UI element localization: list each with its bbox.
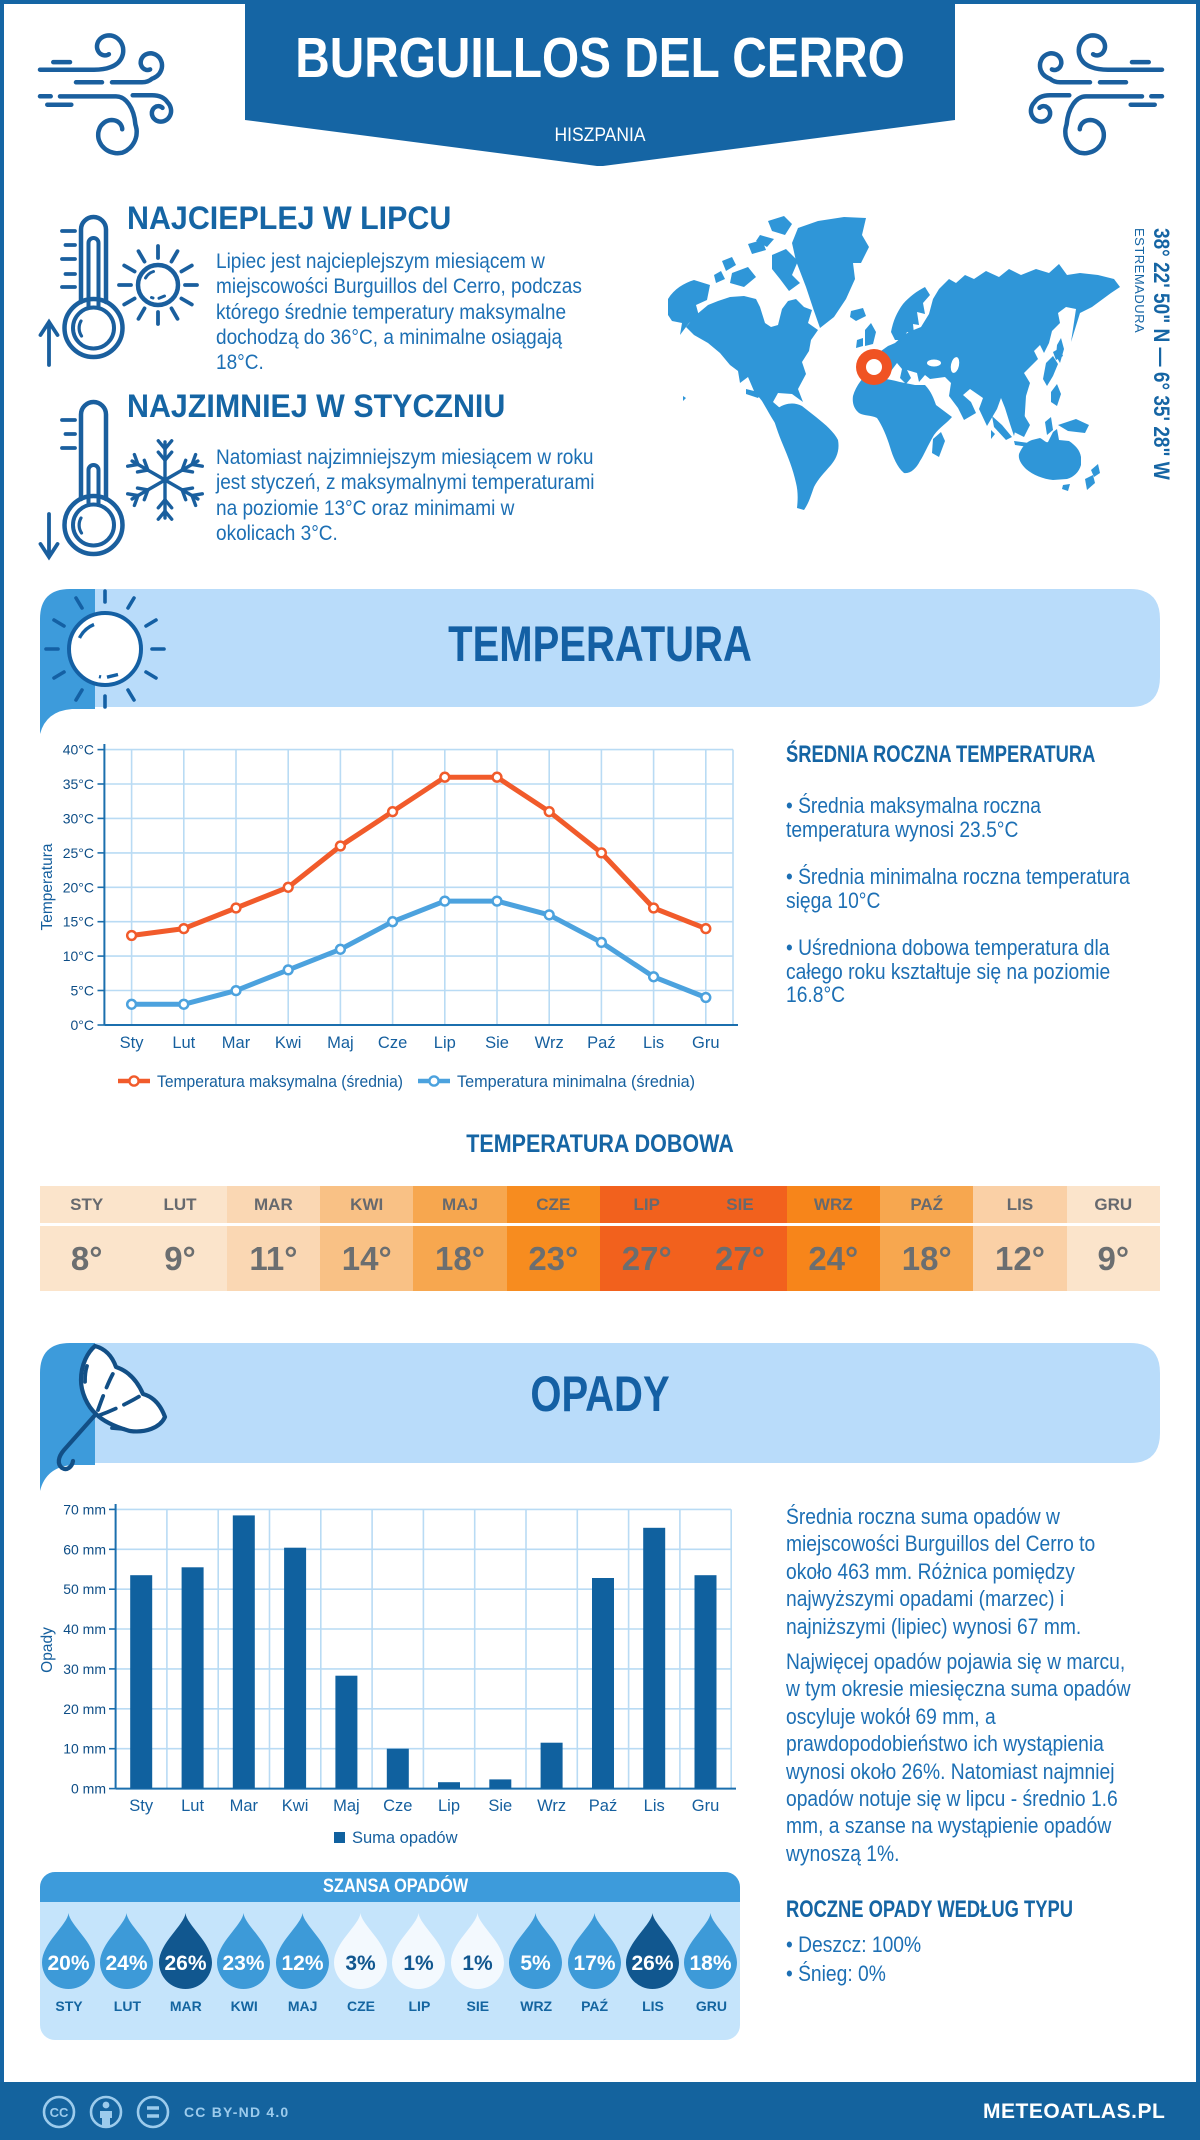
svg-text:20°C: 20°C [63,879,94,895]
svg-text:Lip: Lip [434,1034,456,1052]
svg-text:Wrz: Wrz [537,1797,566,1815]
svg-text:Kwi: Kwi [275,1034,302,1052]
svg-text:5%: 5% [521,1952,552,1975]
svg-text:12%: 12% [281,1952,323,1975]
svg-text:30°C: 30°C [63,811,94,827]
svg-text:Temperatura: Temperatura [40,843,56,930]
svg-text:Cze: Cze [378,1034,407,1052]
svg-text:23%: 23% [223,1952,265,1975]
svg-text:15°C: 15°C [63,914,94,930]
svg-text:3%: 3% [345,1952,376,1975]
svg-text:10°C: 10°C [63,948,94,964]
svg-text:Gru: Gru [692,1034,720,1052]
svg-text:50 mm: 50 mm [63,1581,106,1597]
svg-text:40 mm: 40 mm [63,1621,106,1637]
svg-text:10 mm: 10 mm [63,1741,106,1757]
svg-text:20 mm: 20 mm [63,1701,106,1717]
svg-text:Cze: Cze [383,1797,412,1815]
svg-text:Temperatura maksymalna (średni: Temperatura maksymalna (średnia) [157,1073,403,1091]
svg-text:Paź: Paź [587,1034,615,1052]
svg-text:Temperatura minimalna (średnia: Temperatura minimalna (średnia) [457,1073,695,1091]
svg-text:1%: 1% [462,1952,493,1975]
svg-text:Maj: Maj [327,1034,354,1052]
svg-text:Sty: Sty [120,1034,145,1052]
svg-text:Sie: Sie [488,1797,512,1815]
svg-text:Mar: Mar [230,1797,259,1815]
svg-text:5°C: 5°C [71,983,95,999]
svg-text:24%: 24% [106,1952,148,1975]
svg-text:0°C: 0°C [71,1017,95,1033]
svg-text:35°C: 35°C [63,776,94,792]
svg-text:Opady: Opady [40,1627,56,1673]
svg-text:Sty: Sty [129,1797,154,1815]
svg-text:Lut: Lut [181,1797,204,1815]
svg-text:40°C: 40°C [63,742,94,758]
svg-text:Lis: Lis [643,1034,664,1052]
svg-text:Wrz: Wrz [535,1034,564,1052]
svg-text:30 mm: 30 mm [63,1661,106,1677]
svg-text:Mar: Mar [222,1034,251,1052]
svg-text:0 mm: 0 mm [71,1781,106,1797]
svg-text:Kwi: Kwi [282,1797,309,1815]
svg-text:Lis: Lis [644,1797,665,1815]
svg-text:Suma opadów: Suma opadów [352,1829,458,1847]
svg-text:26%: 26% [631,1952,673,1975]
svg-text:Lut: Lut [172,1034,195,1052]
svg-text:CC: CC [50,2105,69,2120]
svg-text:18%: 18% [690,1952,732,1975]
svg-text:17%: 17% [573,1952,615,1975]
svg-text:Sie: Sie [485,1034,509,1052]
svg-text:70 mm: 70 mm [63,1501,106,1517]
svg-text:Paź: Paź [589,1797,617,1815]
svg-text:25°C: 25°C [63,845,94,861]
svg-text:Gru: Gru [692,1797,720,1815]
svg-text:60 mm: 60 mm [63,1541,106,1557]
svg-text:26%: 26% [164,1952,206,1975]
svg-text:1%: 1% [404,1952,435,1975]
svg-text:Lip: Lip [438,1797,460,1815]
svg-text:20%: 20% [47,1952,89,1975]
svg-text:Maj: Maj [333,1797,360,1815]
